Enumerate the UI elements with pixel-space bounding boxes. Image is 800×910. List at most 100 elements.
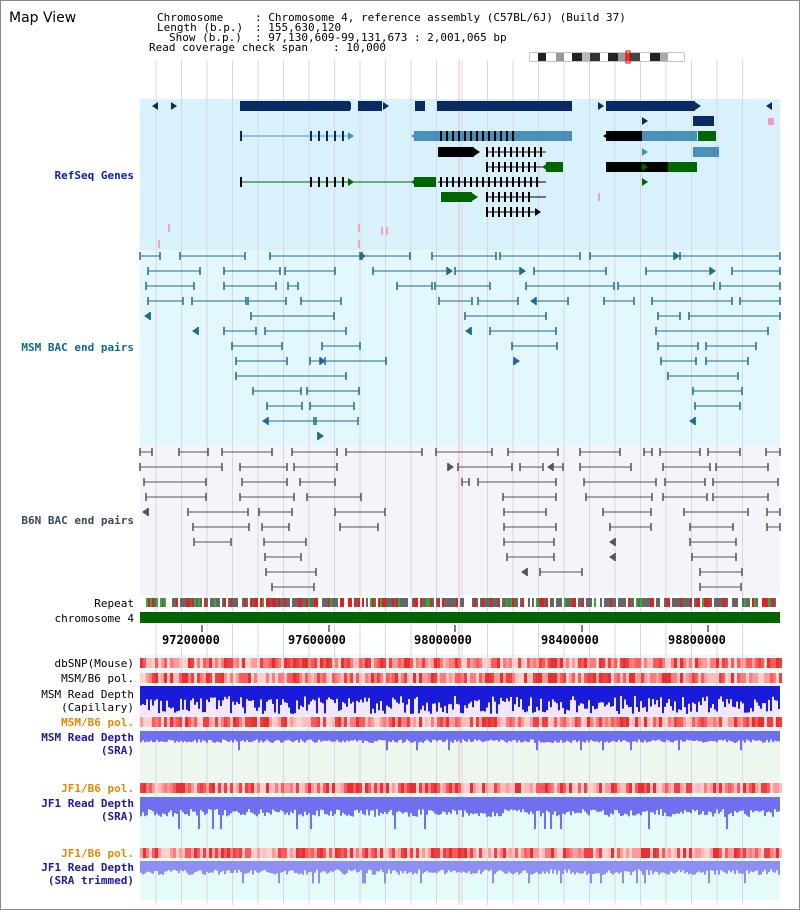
jf1-b6-pol-cell [314,848,317,858]
jf1-b6-pol-cell [644,783,647,793]
msm-depth-sra-bar [172,731,174,741]
msm-depth-cap-bar [222,686,224,701]
msm-b6-pol-cell [416,717,419,727]
dbsnp-cell [230,658,233,668]
msm-depth-cap-bar [602,686,604,703]
track-label-repeat[interactable]: Repeat [94,597,134,610]
jf1-depth-sra-bar [218,797,220,815]
jf1-depth-sra-bar [664,797,666,813]
track-label-dbsnp[interactable]: dbSNP(Mouse) [54,657,134,670]
msm-depth-cap-bar [282,686,284,700]
msm-b6-pol-cell [278,673,281,683]
track-label-msm-bac[interactable]: MSM BAC end pairs [21,341,134,354]
msm-depth-cap-bar [430,686,432,714]
dbsnp-cell [674,658,677,668]
jf1-depth-trim-bar [178,861,180,874]
repeat-element [176,598,178,607]
refseq-marker [768,118,774,125]
msm-depth-sra-bar [534,731,536,743]
repeat-element [218,598,220,607]
jf1-depth-trim-bar [246,861,248,874]
msm-b6-pol-cell [218,673,221,683]
track-label-jf1-depth-sra[interactable]: JF1 Read Depth [41,797,134,810]
strand-arrow [642,178,648,186]
jf1-b6-pol-cell [692,848,695,858]
msm-depth-sra-bar [430,731,432,743]
msm-depth-cap-bar [688,686,690,704]
msm-b6-pol-cell [173,717,176,727]
jf1-depth-sra-bar [370,797,372,811]
dbsnp-cell [638,658,641,668]
msm-depth-sra-bar [516,731,518,743]
dbsnp-cell [224,658,227,668]
repeat-element [196,598,198,607]
jf1-depth-sra-bar [150,797,152,811]
jf1-depth-sra-bar [724,797,726,817]
jf1-b6-pol-cell [194,848,197,858]
jf1-b6-pol-cell [248,848,251,858]
dbsnp-cell [713,658,716,668]
track-label-jf1-b6-pol[interactable]: JF1/B6 pol. [61,782,134,795]
dbsnp-cell [281,658,284,668]
track-label-msm-b6-pol-2[interactable]: MSM/B6 pol. [61,716,134,729]
ideogram-band [668,53,684,61]
chromosome-value: : Chromosome 4, reference assembly (C57B… [255,11,626,24]
dbsnp-cell [584,658,587,668]
msm-depth-sra-bar [610,731,612,742]
track-label-jf1-depth-trim[interactable]: JF1 Read Depth [41,861,134,874]
msm-depth-cap-bar [168,686,170,708]
msm-b6-pol-cell [305,717,308,727]
dbsnp-cell [611,658,614,668]
msm-depth-sra-bar [540,731,542,743]
msm-b6-pol-cell [548,717,551,727]
msm-depth-sra-bar [764,731,766,743]
msm-b6-pol-cell [194,717,197,727]
jf1-depth-trim-bar [140,861,142,873]
track-label-msm-depth-cap[interactable]: MSM Read Depth [41,688,134,701]
msm-b6-pol-cell [698,673,701,683]
msm-depth-cap-bar [772,686,774,697]
dbsnp-cell [317,658,320,668]
refseq-exon [486,192,488,202]
jf1-b6-pol-cell [221,783,224,793]
jf1-b6-pol-cell [647,848,650,858]
repeat-element [650,598,652,607]
track-label-msm-depth-sra[interactable]: MSM Read Depth [41,731,134,744]
track-label-b6n-bac[interactable]: B6N BAC end pairs [21,514,134,527]
msm-b6-pol-cell [776,717,779,727]
jf1-b6-pol-cell [269,848,272,858]
jf1-depth-trim-bar [218,861,220,875]
jf1-b6-pol-cell [392,783,395,793]
jf1-depth-trim-bar [294,861,296,873]
repeat-element [206,598,208,607]
jf1-b6-pol-cell [704,848,707,858]
track-label-refseq[interactable]: RefSeq Genes [54,169,134,182]
repeat-element [396,598,398,607]
jf1-depth-trim-bar [666,861,668,875]
jf1-b6-pol-cell [143,783,146,793]
msm-depth-sra-bar [558,731,560,743]
jf1-depth-trim-bar [210,861,212,873]
msm-b6-pol-cell [308,717,311,727]
msm-depth-cap-bar [666,686,668,703]
dbsnp-cell [338,658,341,668]
jf1-b6-pol-cell [668,783,671,793]
msm-depth-sra-bar [730,731,732,742]
msm-depth-cap-bar [246,686,248,700]
jf1-depth-trim-bar [364,861,366,884]
jf1-b6-pol-cell [212,783,215,793]
msm-depth-cap-bar [462,686,464,714]
track-label-jf1-b6-pol-2[interactable]: JF1/B6 pol. [61,847,134,860]
msm-depth-sra-bar [280,731,282,743]
coverage-label: Read coverage check span [149,41,308,54]
msm-depth-sra-bar [176,731,178,742]
msm-depth-cap-bar [440,686,442,708]
jf1-b6-pol-cell [359,848,362,858]
track-label-msm-b6-pol[interactable]: MSM/B6 pol. [61,672,134,685]
jf1-b6-pol-cell [719,848,722,858]
msm-depth-sra-bar [708,731,710,742]
msm-depth-sra-bar [188,731,190,742]
refseq-exon [492,147,494,157]
msm-depth-sra-bar [328,731,330,741]
